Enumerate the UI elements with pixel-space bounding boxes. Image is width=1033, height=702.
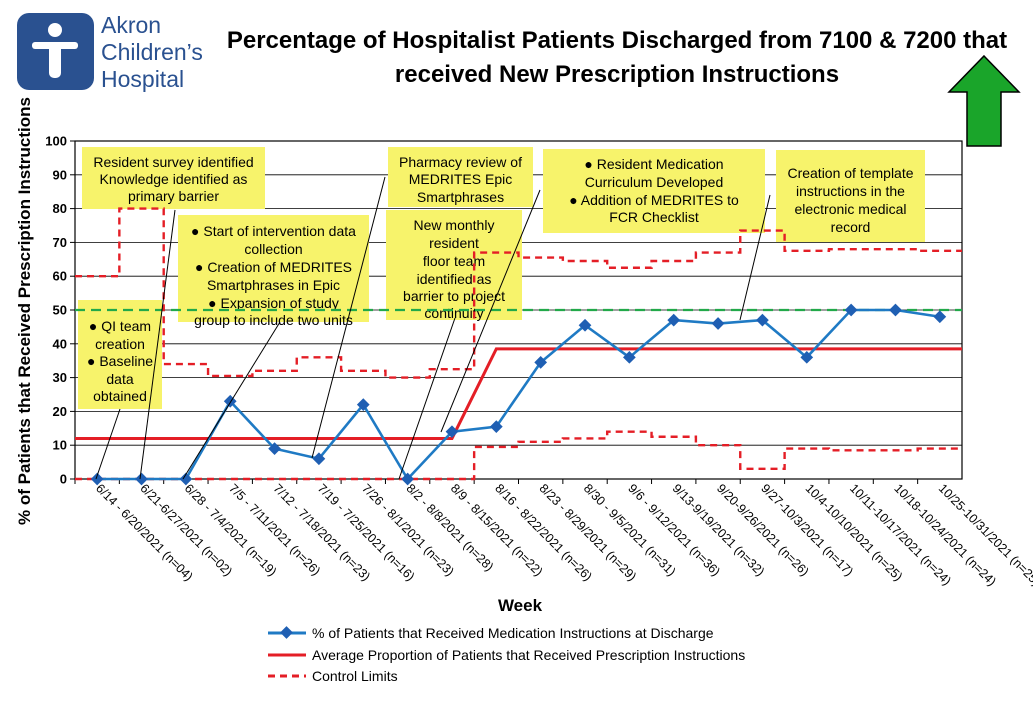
- annotation-text: electronic medical: [794, 201, 906, 217]
- data-point: [711, 317, 725, 330]
- y-tick-label: 20: [53, 404, 67, 419]
- annotation-box: ● Resident Medication Curriculum Develope…: [543, 149, 765, 233]
- y-axis-ticks: 0 10 20 30 40 50 60 70 80 90 100: [45, 134, 75, 487]
- annotation-text: ● Resident Medication: [584, 156, 723, 172]
- annotation-text: primary barrier: [128, 188, 219, 204]
- legend-item-average: Average Proportion of Patients that Rece…: [268, 647, 745, 663]
- annotation-background: [82, 147, 265, 209]
- data-point: [90, 472, 104, 486]
- annotation-box: New monthly resident floor team identified …: [386, 210, 522, 321]
- y-tick-label: 60: [53, 269, 67, 284]
- data-point: [489, 420, 503, 433]
- logo-text-line-3: Hospital: [101, 66, 184, 92]
- y-axis-label: % of Patients that Received Prescription…: [15, 97, 34, 525]
- series-layer: [75, 207, 962, 486]
- annotation-text: Knowledge identified as: [100, 171, 248, 187]
- annotation-text: barrier to project: [403, 288, 505, 304]
- data-point: [356, 398, 370, 412]
- x-tick-label: 8/2 - 8/8/2021 (n=28): [404, 481, 497, 574]
- legend: % of Patients that Received Medication I…: [268, 625, 745, 684]
- annotation-text: MEDRITES Epic: [409, 171, 512, 187]
- logo-text-line-2: Children’s: [101, 39, 203, 65]
- annotation-text: ● Addition of MEDRITES to: [569, 192, 739, 208]
- annotation-text: Pharmacy review of: [399, 154, 522, 170]
- annotation-text: ● Creation of MEDRITES: [195, 259, 352, 275]
- annotation-box: Creation of template instructions in the e…: [776, 150, 925, 242]
- y-tick-label: 50: [53, 303, 67, 318]
- y-tick-label: 90: [53, 167, 67, 182]
- legend-label-control-limits: Control Limits: [312, 668, 398, 684]
- y-tick-label: 10: [53, 438, 67, 453]
- annotation-text: group to include two units: [194, 312, 353, 328]
- annotation-text: FCR Checklist: [609, 209, 699, 225]
- data-point: [268, 442, 281, 455]
- data-point: [312, 452, 326, 466]
- data-point: [401, 472, 414, 486]
- annotation-text: Creation of template: [787, 165, 913, 181]
- annotation-text: floor team: [423, 253, 485, 269]
- measure-line: [97, 308, 941, 482]
- child-figure-icon: [32, 23, 78, 78]
- annotation-background: [543, 149, 765, 233]
- annotation-text: ● Expansion of study: [208, 295, 339, 311]
- y-tick-label: 40: [53, 336, 67, 351]
- legend-item-control-limits: Control Limits: [268, 668, 398, 684]
- annotation-background: [78, 300, 162, 409]
- annotation-text: resident: [429, 235, 479, 251]
- annotation-text: data: [106, 371, 133, 387]
- y-tick-label: 0: [60, 472, 67, 487]
- lower-control-limit: [75, 430, 962, 481]
- annotation-background: [386, 210, 522, 320]
- data-point: [179, 472, 193, 486]
- y-tick-label: 70: [53, 235, 67, 250]
- y-tick-label: 30: [53, 370, 67, 385]
- y-tick-label: 80: [53, 201, 67, 216]
- chart-title-line-2: received New Prescription Instructions: [395, 61, 839, 88]
- chart-title-line-1: Percentage of Hospitalist Patients Disch…: [227, 27, 1007, 54]
- data-point: [933, 310, 947, 324]
- annotation-text: identified as: [417, 271, 492, 287]
- data-point: [889, 303, 902, 317]
- upper-control-limit: [75, 207, 962, 379]
- annotation-text: ● Start of intervention data: [191, 223, 356, 239]
- annotation-text: Resident survey identified: [93, 154, 253, 170]
- annotation-text: Curriculum Developed: [585, 174, 724, 190]
- annotation-background: [178, 215, 369, 322]
- legend-label-measure: % of Patients that Received Medication I…: [312, 625, 714, 641]
- annotation-text: obtained: [93, 388, 147, 404]
- hospital-logo: Akron Children’s Hospital: [17, 12, 203, 92]
- legend-label-average: Average Proportion of Patients that Rece…: [312, 647, 745, 663]
- x-axis-ticks: 6/14 - 6/20/2021 (n=04)6/21-6/27/2021 (n…: [74, 479, 1033, 589]
- callout-lines: [95, 176, 771, 480]
- annotation-text: instructions in the: [796, 183, 905, 199]
- annotation-text: collection: [244, 241, 302, 257]
- y-tick-label: 100: [45, 134, 67, 149]
- annotation-text: creation: [95, 336, 145, 352]
- annotation-text: record: [831, 219, 871, 235]
- up-arrow-icon: [947, 54, 1021, 147]
- annotation-background: [388, 147, 533, 207]
- annotation-text: ● QI team: [89, 318, 151, 334]
- annotation-background: [776, 150, 925, 242]
- annotation-text: Smartphrases in Epic: [207, 277, 340, 293]
- annotation-text: New monthly: [414, 217, 495, 233]
- annotation-text: ● Baseline: [87, 353, 153, 369]
- legend-item-measure: % of Patients that Received Medication I…: [268, 625, 714, 641]
- annotation-text: Smartphrases: [417, 189, 504, 205]
- data-point: [135, 472, 148, 486]
- diamond-marker-icon: [280, 626, 293, 639]
- x-axis-label: Week: [498, 596, 543, 615]
- annotation-box: ● Start of intervention data collection ● …: [178, 215, 369, 328]
- data-point: [445, 425, 459, 439]
- logo-text-line-1: Akron: [101, 12, 161, 38]
